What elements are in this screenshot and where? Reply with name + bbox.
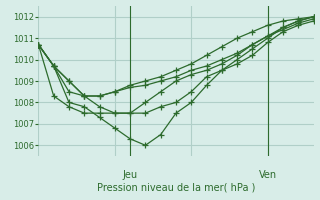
Text: Pression niveau de la mer( hPa ): Pression niveau de la mer( hPa ) [97,182,255,192]
Text: Jeu: Jeu [123,170,138,180]
Text: Ven: Ven [259,170,277,180]
